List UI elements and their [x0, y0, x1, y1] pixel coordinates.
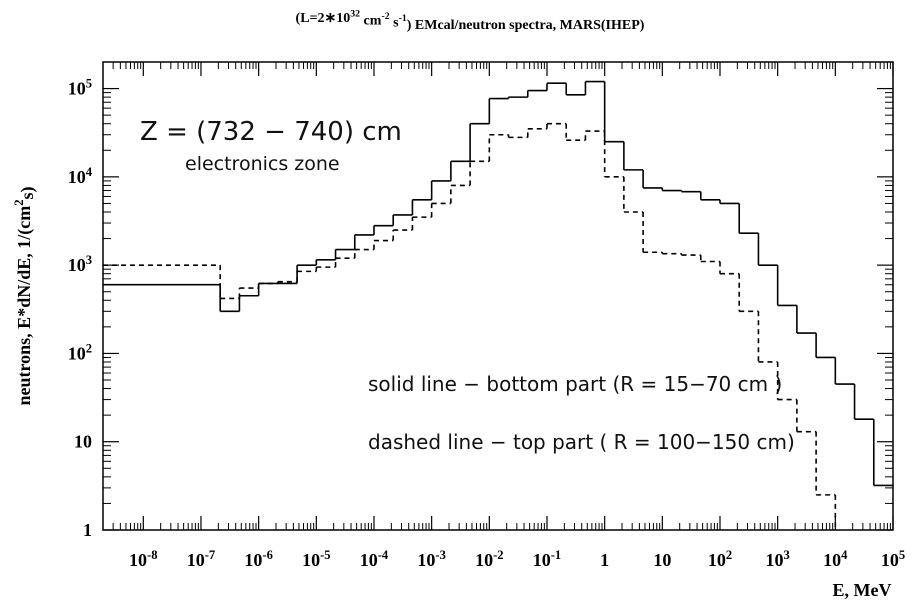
x-tick-label: 10-8 [129, 548, 158, 570]
y-tick-label: 1 [83, 520, 92, 540]
y-tick-label: 102 [68, 342, 92, 364]
annotation: Z = (732 − 740) cm [140, 117, 402, 147]
x-tick-label: 10-7 [187, 548, 216, 570]
annotation: dashed line − top part ( R = 100−150 cm) [368, 430, 795, 454]
chart-title: (L=2∗1032 cm-2 s-1) EMcal/neutron spectr… [296, 9, 645, 33]
x-tick-label: 10 [653, 550, 671, 570]
y-tick-label: 104 [68, 165, 93, 187]
y-tick-label: 10 [74, 432, 92, 452]
x-axis-label: E, MeV [833, 580, 892, 600]
x-tick-label: 1 [600, 550, 609, 570]
x-tick-label: 105 [881, 548, 905, 570]
x-tick-label: 10-4 [360, 548, 389, 570]
annotation: electronics zone [185, 153, 340, 175]
x-tick-label: 10-5 [302, 548, 331, 570]
annotation: solid line − bottom part (R = 15−70 cm ) [368, 372, 782, 396]
x-tick-label: 103 [766, 548, 790, 570]
x-tick-label: 10-2 [475, 548, 504, 570]
x-tick-label: 104 [823, 548, 848, 570]
x-tick-label: 10-3 [417, 548, 446, 570]
y-axis-label: neutrons, E*dN/dE, 1/(cm2s) [12, 186, 38, 405]
y-tick-label: 103 [68, 253, 92, 275]
x-tick-label: 10-6 [244, 548, 273, 570]
y-tick-label: 105 [68, 77, 92, 99]
plot-frame [102, 61, 894, 531]
x-tick-label: 10-1 [533, 548, 562, 570]
x-tick-label: 102 [708, 548, 732, 570]
